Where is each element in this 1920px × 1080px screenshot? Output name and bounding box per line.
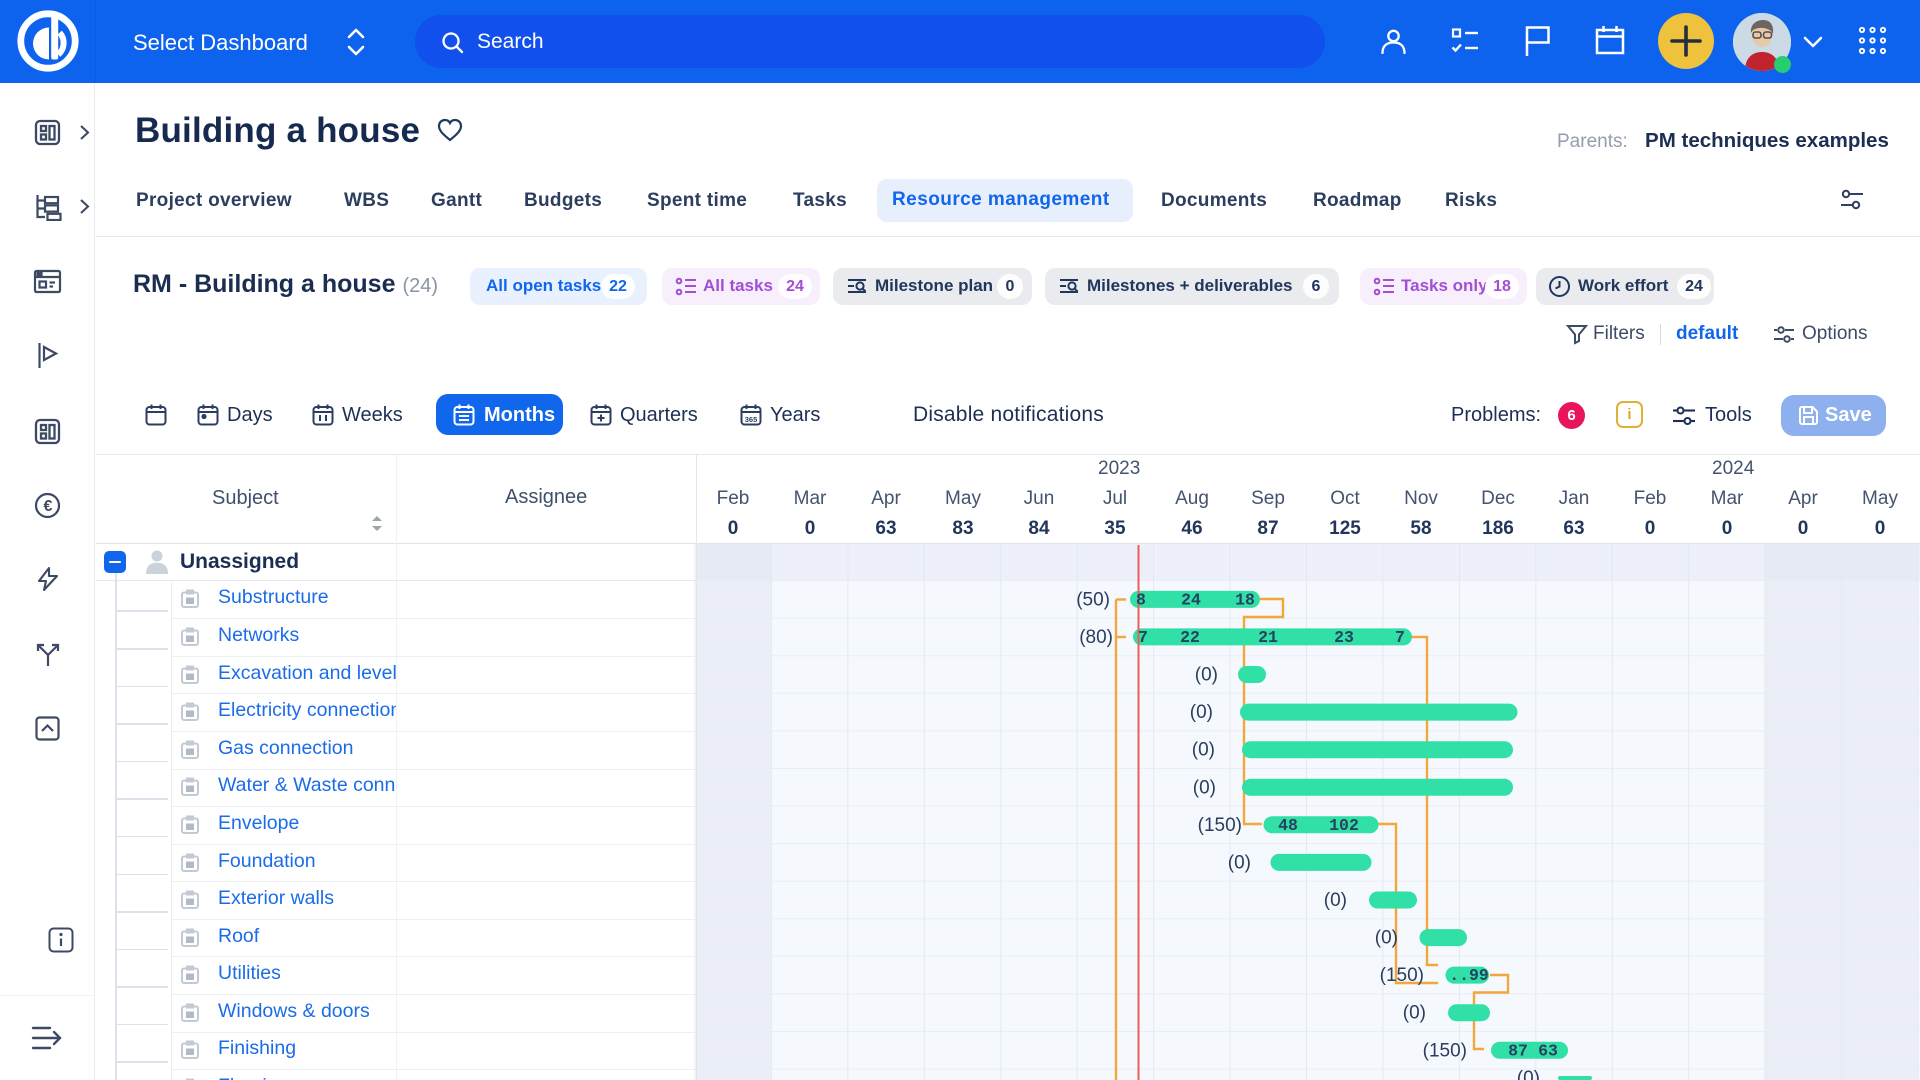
svg-text:(80): (80) — [1079, 627, 1113, 648]
svg-text:365: 365 — [745, 415, 758, 424]
svg-text:..99: ..99 — [1449, 966, 1489, 985]
svg-text:22: 22 — [1180, 628, 1200, 647]
svg-text:(150): (150) — [1198, 815, 1242, 836]
svg-text:(0): (0) — [1324, 890, 1347, 911]
svg-text:(150): (150) — [1423, 1040, 1467, 1061]
svg-text:21: 21 — [1258, 628, 1278, 647]
svg-text:(0): (0) — [1517, 1068, 1540, 1080]
svg-text:(0): (0) — [1192, 740, 1215, 761]
svg-text:63: 63 — [1538, 1041, 1558, 1060]
svg-text:18: 18 — [1235, 591, 1255, 610]
svg-text:7: 7 — [1138, 628, 1148, 647]
svg-text:23: 23 — [1334, 628, 1354, 647]
svg-text:7: 7 — [1395, 628, 1405, 647]
svg-text:€: € — [44, 498, 53, 515]
svg-text:24: 24 — [1181, 591, 1201, 610]
svg-text:(0): (0) — [1403, 1003, 1426, 1024]
svg-text:(0): (0) — [1193, 777, 1216, 798]
svg-text:48: 48 — [1278, 816, 1298, 835]
svg-text:87: 87 — [1508, 1041, 1528, 1060]
svg-text:(0): (0) — [1375, 928, 1398, 949]
svg-text:102: 102 — [1329, 816, 1359, 835]
svg-text:8: 8 — [1136, 591, 1146, 610]
svg-text:(0): (0) — [1195, 665, 1218, 686]
svg-text:(0): (0) — [1228, 852, 1251, 873]
svg-text:(50): (50) — [1076, 589, 1110, 610]
svg-text:(150): (150) — [1380, 965, 1424, 986]
svg-text:(0): (0) — [1190, 702, 1213, 723]
